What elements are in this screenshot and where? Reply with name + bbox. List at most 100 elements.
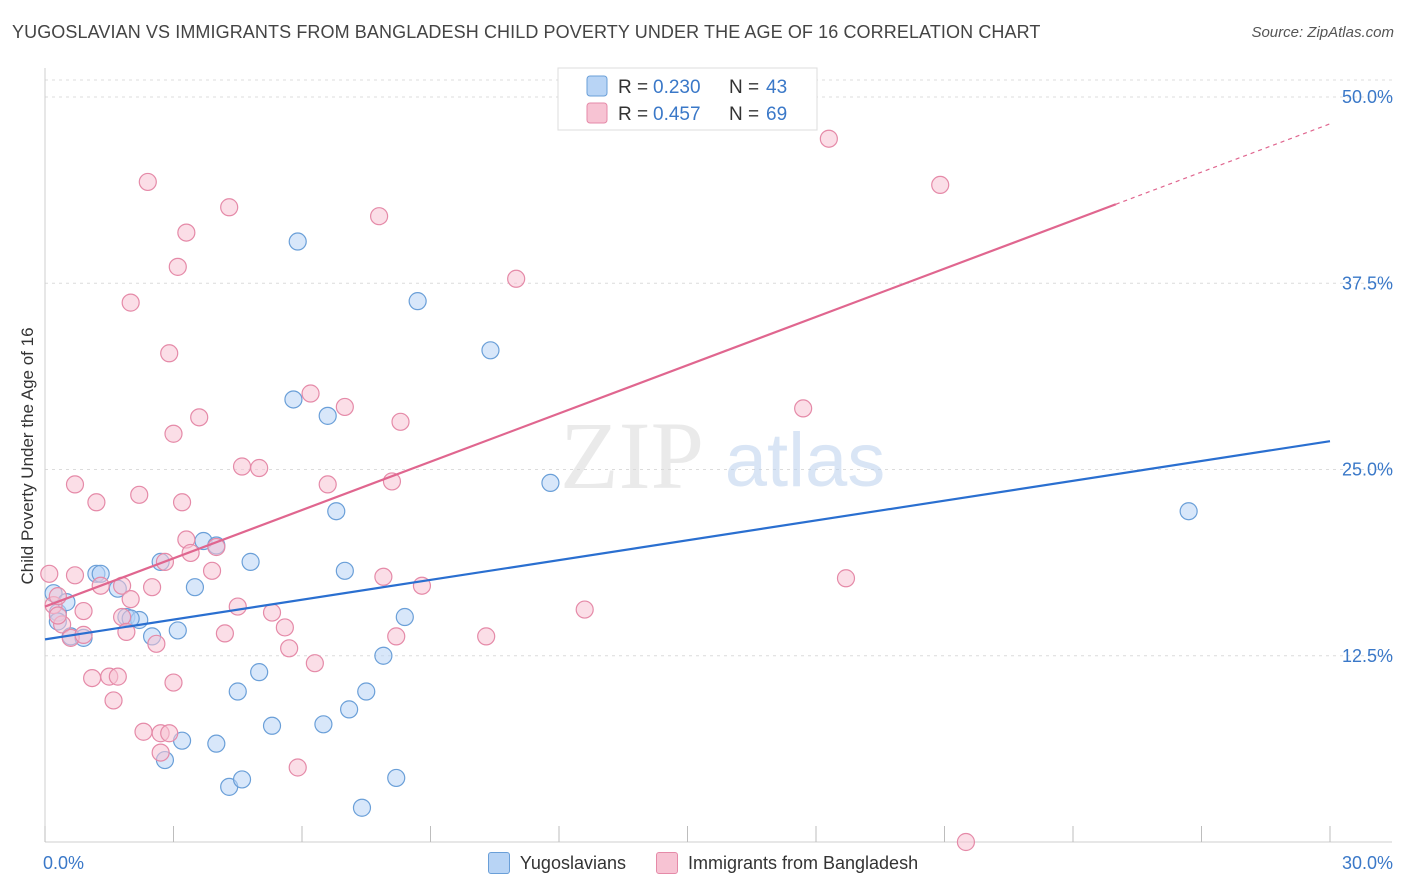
y-tick-label: 37.5% xyxy=(1342,273,1393,293)
data-point xyxy=(395,607,414,627)
data-point xyxy=(190,408,209,427)
x-tick-label-max: 30.0% xyxy=(1342,853,1393,873)
data-point xyxy=(250,663,269,682)
data-point xyxy=(48,606,67,625)
data-point xyxy=(160,344,179,363)
data-point xyxy=(164,673,183,692)
data-point xyxy=(794,399,813,418)
watermark: ZIP atlas xyxy=(560,402,885,509)
data-point xyxy=(477,627,496,646)
data-point xyxy=(138,172,157,192)
trend-line xyxy=(44,440,1331,641)
legend-label-yugoslavians: Yugoslavians xyxy=(519,852,626,873)
series-yugoslavians xyxy=(44,232,1198,817)
data-point xyxy=(202,561,222,580)
data-point xyxy=(288,758,307,777)
data-point xyxy=(40,564,59,583)
y-tick-label: 50.0% xyxy=(1342,87,1393,107)
series-legend: Yugoslavians Immigrants from Bangladesh xyxy=(0,852,1406,874)
data-point xyxy=(160,724,179,743)
data-point xyxy=(65,475,85,494)
data-point xyxy=(215,624,234,643)
data-point xyxy=(185,578,205,597)
legend-r-label-1: R = xyxy=(618,77,648,98)
data-point xyxy=(507,269,526,288)
legend-r-value-1: 0.230 xyxy=(653,77,701,98)
data-point xyxy=(387,768,406,788)
data-point xyxy=(112,607,132,627)
data-point xyxy=(352,798,372,817)
data-point xyxy=(275,618,294,637)
data-point xyxy=(121,590,140,609)
correlation-legend: R = 0.230 N = 43 R = 0.457 N = 69 xyxy=(557,67,818,131)
legend-swatch-yugoslavians xyxy=(487,852,510,874)
data-point xyxy=(147,634,166,653)
data-point xyxy=(370,207,389,226)
data-point xyxy=(168,621,187,640)
data-point xyxy=(228,597,247,616)
data-point xyxy=(318,406,337,425)
y-tick-label: 12.5% xyxy=(1342,646,1393,666)
data-point xyxy=(481,341,500,360)
trend-line-solid xyxy=(44,203,1117,608)
data-point xyxy=(220,198,239,217)
data-point xyxy=(318,475,337,494)
legend-n-label-1: N = xyxy=(729,77,759,98)
data-point xyxy=(956,832,976,852)
data-point xyxy=(288,232,307,251)
data-point xyxy=(357,682,376,701)
data-point xyxy=(1179,502,1198,521)
data-point xyxy=(83,668,102,688)
data-point xyxy=(374,646,393,665)
legend-swatch-pink xyxy=(586,102,608,124)
data-point xyxy=(74,601,93,621)
data-point xyxy=(262,716,282,735)
chart-title: YUGOSLAVIAN VS IMMIGRANTS FROM BANGLADES… xyxy=(12,22,1041,42)
y-tick-label: 25.0% xyxy=(1342,460,1393,480)
source-label: Source: ZipAtlas.com xyxy=(1251,24,1394,41)
trend-line-dashed xyxy=(1115,123,1331,205)
legend-item-yugoslavians[interactable]: Yugoslavians xyxy=(487,852,626,874)
data-point xyxy=(327,502,346,521)
watermark-atlas: atlas xyxy=(725,418,886,503)
tick-labels: 12.5% 25.0% 37.5% 50.0% 0.0% 30.0% xyxy=(43,87,1393,873)
data-point xyxy=(130,485,149,504)
data-point xyxy=(301,384,320,403)
trend-lines xyxy=(44,123,1331,641)
data-point xyxy=(374,567,393,586)
data-point xyxy=(262,603,282,622)
data-point xyxy=(232,770,252,789)
data-point xyxy=(164,424,183,443)
data-point xyxy=(931,175,950,195)
axes xyxy=(44,68,1392,843)
data-point xyxy=(335,397,354,417)
data-point xyxy=(151,743,170,762)
legend-r-value-2: 0.457 xyxy=(653,104,701,125)
data-point xyxy=(207,734,226,753)
data-point xyxy=(391,412,410,431)
data-point xyxy=(250,458,269,478)
data-point xyxy=(228,682,247,701)
data-point xyxy=(335,561,354,580)
data-point xyxy=(305,654,324,673)
legend-item-bangladesh[interactable]: Immigrants from Bangladesh xyxy=(655,852,919,874)
data-point xyxy=(108,667,127,686)
data-point xyxy=(408,292,427,311)
data-point xyxy=(168,257,187,276)
data-point xyxy=(575,600,594,619)
data-point xyxy=(387,627,406,646)
data-point xyxy=(177,223,196,242)
data-point xyxy=(121,293,140,312)
data-point xyxy=(142,578,162,597)
data-point xyxy=(340,700,359,719)
data-point xyxy=(241,552,260,571)
data-point xyxy=(134,722,153,741)
data-point xyxy=(87,493,106,512)
data-point xyxy=(836,569,856,588)
legend-r-label-2: R = xyxy=(618,104,648,125)
legend-label-bangladesh: Immigrants from Bangladesh xyxy=(687,852,919,873)
legend-n-value-1: 43 xyxy=(766,77,787,98)
x-tick-label-min: 0.0% xyxy=(43,853,84,873)
data-point xyxy=(172,493,192,512)
